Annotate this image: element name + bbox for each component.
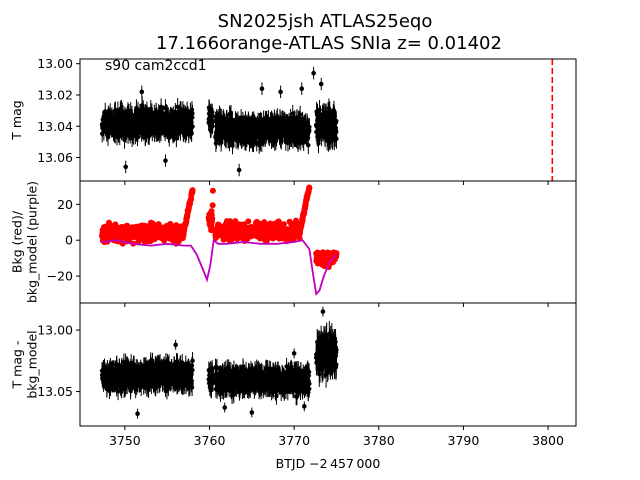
- y-tick-label: 13.06: [37, 150, 73, 165]
- plot-area-bottom: [99, 306, 339, 419]
- data-point: [311, 70, 316, 76]
- data-point: [210, 113, 216, 119]
- plot-area-top: [99, 59, 554, 181]
- data-point: [123, 164, 129, 170]
- y-tick-label: 0: [65, 233, 73, 248]
- data-point: [316, 141, 321, 146]
- data-point: [306, 143, 311, 148]
- data-point: [189, 385, 195, 390]
- bkg-point: [209, 202, 216, 209]
- bkg-point: [280, 221, 287, 228]
- data-point: [190, 111, 195, 116]
- data-point: [334, 136, 339, 142]
- data-point: [190, 358, 195, 363]
- bkg-point: [333, 250, 340, 257]
- data-point: [334, 118, 339, 124]
- y-axis-label: Bkg (red)/bkg_model (purple): [10, 181, 40, 303]
- data-point: [259, 86, 265, 92]
- bkg-model-line: [101, 238, 338, 296]
- data-point: [299, 86, 305, 92]
- data-point: [167, 135, 172, 141]
- y-tick-label: 13.00: [37, 56, 73, 71]
- y-tick-label: 13.02: [37, 87, 73, 102]
- data-point: [318, 81, 324, 87]
- data-point: [139, 89, 145, 95]
- bkg-point: [245, 218, 252, 225]
- y-axis-label: T mag: [9, 100, 24, 140]
- bkg-point: [189, 187, 196, 194]
- panel-top: 13.00 13.02 13.04 13.06 T mag: [9, 56, 577, 185]
- data-point: [103, 109, 108, 114]
- data-point: [236, 167, 242, 173]
- bkg-point: [209, 215, 216, 222]
- y-tick-label: 20: [57, 197, 73, 212]
- y-tick-label: 13.04: [37, 119, 73, 134]
- data-point: [278, 89, 283, 95]
- data-point: [190, 124, 195, 129]
- chart-title-line1: SN2025jsh ATLAS25eqo: [218, 11, 433, 32]
- data-point: [190, 367, 195, 373]
- panel-middle: 20 0 −20 Bkg (red)/bkg_model (purple): [10, 180, 577, 307]
- data-point: [163, 158, 168, 163]
- bkg-point: [306, 184, 313, 191]
- bkg-point: [319, 249, 326, 256]
- chart-title-line2: 17.166orange-ATLAS SNIa z= 0.01402: [156, 33, 502, 54]
- bkg-point: [209, 187, 216, 194]
- y-tick-label: −20: [47, 269, 73, 284]
- plot-area-middle: [99, 184, 340, 296]
- data-point: [307, 124, 312, 130]
